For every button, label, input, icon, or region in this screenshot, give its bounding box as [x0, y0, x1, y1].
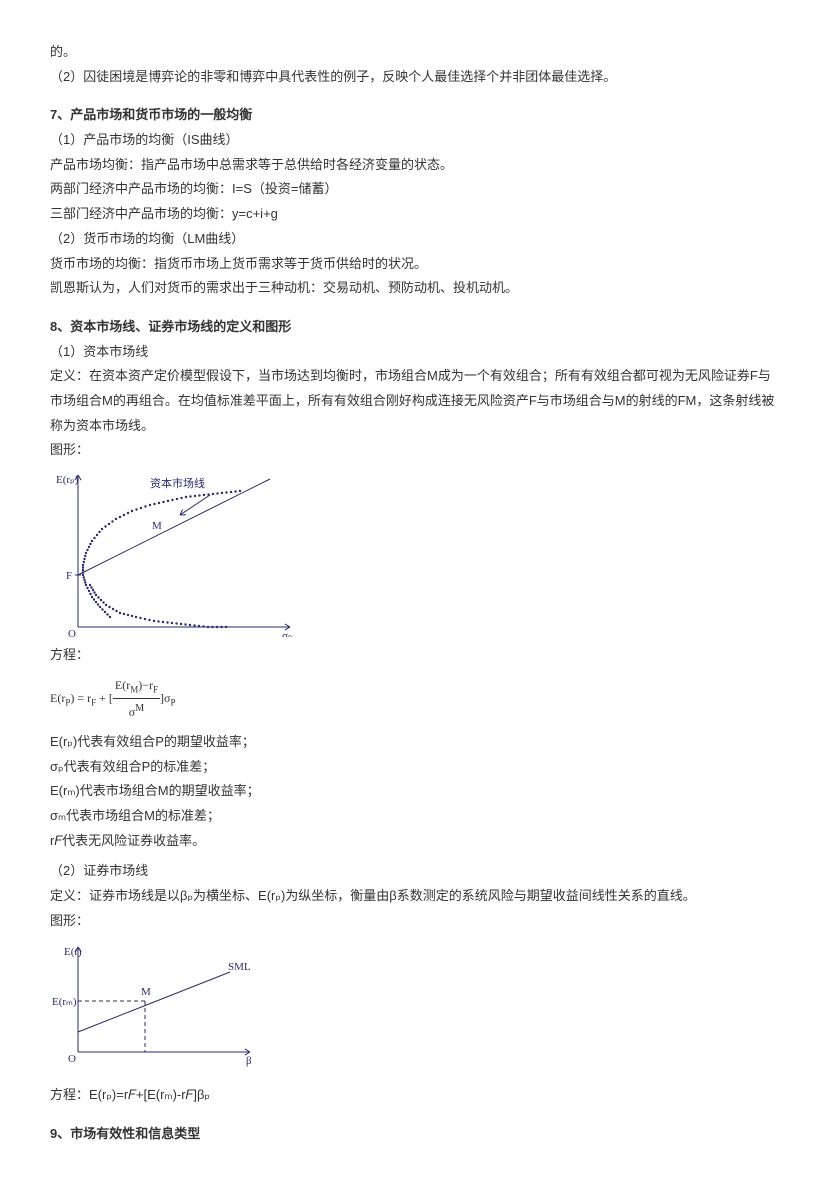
- s7-l6: 货币市场的均衡：指货币市场上货币需求等于货币供给时的状况。: [50, 252, 780, 277]
- cml-chart: E(rₚ) σₚ O F M 资本市场线: [50, 467, 780, 637]
- s8-l8: 方程：E(rₚ)=r𝐹+[E(rₘ)-r𝐹]βₚ: [50, 1083, 780, 1108]
- svg-text:资本市场线: 资本市场线: [150, 476, 205, 490]
- s8-d1: E(rₚ)代表有效组合P的期望收益率；: [50, 730, 780, 755]
- s7-l1: （1）产品市场的均衡（IS曲线）: [50, 128, 780, 153]
- svg-text:M: M: [152, 520, 162, 532]
- section-7-title: 7、产品市场和货币市场的一般均衡: [50, 103, 780, 128]
- svg-text:E(r): E(r): [64, 946, 82, 958]
- section-9-title: 9、市场有效性和信息类型: [50, 1122, 780, 1147]
- svg-text:E(rₚ): E(rₚ): [56, 474, 79, 486]
- svg-text:O: O: [68, 628, 76, 637]
- s7-l4: 三部门经济中产品市场的均衡：y=c+i+g: [50, 202, 780, 227]
- cml-formula: E(rP) = rF + [E(rM)−rFσM]σP: [50, 674, 780, 724]
- svg-text:β: β: [246, 1055, 252, 1067]
- section-8-title: 8、资本市场线、证券市场线的定义和图形: [50, 315, 780, 340]
- svg-text:F: F: [66, 570, 72, 582]
- s8-l3: 图形：: [50, 438, 780, 463]
- s7-l2: 产品市场均衡：指产品市场中总需求等于总供给时各经济变量的状态。: [50, 153, 780, 178]
- s8-l2: 定义：在资本资产定价模型假设下，当市场达到均衡时，市场组合M成为一个有效组合；所…: [50, 364, 780, 438]
- svg-text:M: M: [141, 986, 151, 998]
- sml-chart: E(r) β O E(rₘ) M SML: [50, 937, 780, 1077]
- svg-text:SML: SML: [228, 961, 251, 973]
- s8-d4: σₘ代表市场组合M的标准差；: [50, 804, 780, 829]
- s7-l3: 两部门经济中产品市场的均衡：I=S（投资=储蓄）: [50, 177, 780, 202]
- intro-line-2: （2）囚徒困境是博弈论的非零和博弈中具代表性的例子，反映个人最佳选择个并非团体最…: [50, 65, 780, 90]
- svg-text:E(rₘ): E(rₘ): [52, 996, 77, 1008]
- s7-l5: （2）货币市场的均衡（LM曲线）: [50, 227, 780, 252]
- s8-d2: σₚ代表有效组合P的标准差；: [50, 755, 780, 780]
- s8-l4: 方程：: [50, 643, 780, 668]
- s8-d3: E(rₘ)代表市场组合M的期望收益率；: [50, 779, 780, 804]
- intro-line-1: 的。: [50, 40, 780, 65]
- s8-l7: 图形：: [50, 909, 780, 934]
- s7-l7: 凯恩斯认为，人们对货币的需求出于三种动机：交易动机、预防动机、投机动机。: [50, 276, 780, 301]
- s8-l5: （2）证券市场线: [50, 859, 780, 884]
- s8-l6: 定义：证券市场线是以βₚ为横坐标、E(rₚ)为纵坐标，衡量由β系数测定的系统风险…: [50, 884, 780, 909]
- svg-text:σₚ: σₚ: [282, 630, 293, 637]
- s8-d5: r𝐹代表无风险证券收益率。: [50, 829, 780, 854]
- s8-l1: （1）资本市场线: [50, 340, 780, 365]
- svg-text:O: O: [68, 1053, 76, 1065]
